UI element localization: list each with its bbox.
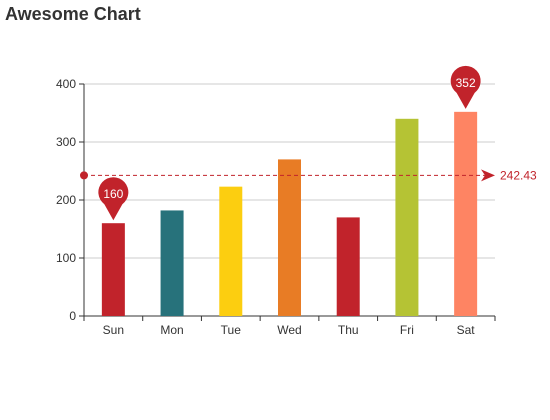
x-tick-label: Fri (400, 323, 414, 337)
x-tick-label: Sun (103, 323, 124, 337)
bar-fri (395, 118, 419, 316)
y-tick-label: 200 (56, 193, 76, 207)
bar-sun (101, 223, 125, 316)
x-tick-label: Tue (221, 323, 242, 337)
y-tick-label: 300 (56, 135, 76, 149)
mark-point-label: 352 (456, 76, 476, 90)
x-tick-label: Sat (457, 323, 476, 337)
x-tick-label: Mon (160, 323, 183, 337)
average-line-label: 242.43 (500, 168, 537, 182)
mark-points: 160 352 (98, 65, 481, 221)
bar-tue (219, 186, 243, 316)
average-line-start-dot (80, 171, 88, 180)
mark-point-pin-icon (450, 65, 481, 109)
x-tick-label: Thu (338, 323, 359, 337)
bars (101, 111, 478, 316)
average-mark-line: 242.43 (80, 168, 537, 182)
y-tick-label: 0 (69, 309, 76, 323)
average-line-arrow-icon (481, 169, 495, 182)
chart-title: Awesome Chart (5, 4, 141, 24)
bar-sat (454, 111, 478, 316)
bar-mon (160, 210, 184, 316)
bar-thu (336, 217, 360, 316)
mark-point-pin-icon (98, 177, 129, 221)
x-tick-label: Wed (277, 323, 301, 337)
bar-wed (278, 159, 301, 316)
axes: 0 100 200 300 400 Sun Mon Tue Wed Thu Fri Sat (56, 77, 496, 337)
y-tick-label: 400 (56, 77, 76, 91)
mark-point-label: 160 (103, 187, 123, 201)
y-tick-label: 100 (56, 251, 76, 265)
